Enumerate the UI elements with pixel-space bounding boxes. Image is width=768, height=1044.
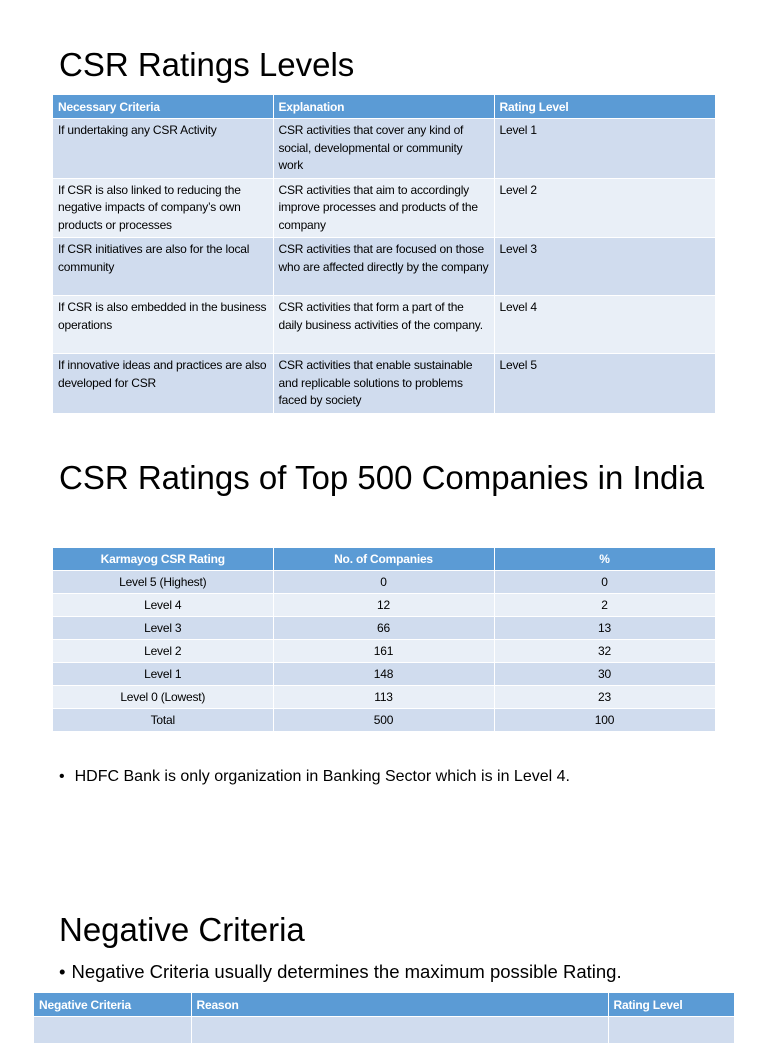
table-row: Total 500 100 — [53, 708, 716, 732]
column-header: % — [494, 548, 716, 571]
count-cell: 66 — [273, 616, 495, 640]
count-cell: 148 — [273, 662, 495, 686]
rating-level-cell: Level 4 — [494, 295, 716, 354]
rating-cell: Level 5 (Highest) — [53, 570, 274, 594]
rating-level-cell: Level 2 — [494, 178, 716, 238]
rating-cell: Level 2 — [53, 639, 274, 663]
bullet-icon: • — [59, 961, 66, 982]
column-header: Necessary Criteria — [53, 95, 274, 119]
criteria-cell: If CSR is also linked to reducing the ne… — [53, 178, 274, 238]
table-row: Level 1 148 30 — [53, 662, 716, 686]
table-row: If CSR initiatives are also for the loca… — [53, 237, 716, 296]
table-cell — [191, 1016, 609, 1044]
rating-level-cell: Level 3 — [494, 237, 716, 296]
table-row: If undertaking any CSR Activity CSR acti… — [53, 118, 716, 179]
rating-cell: Level 4 — [53, 593, 274, 617]
rating-cell: Level 3 — [53, 616, 274, 640]
csr-ratings-top-500-table: Karmayog CSR Rating No. of Companies % L… — [53, 548, 716, 732]
section-title-csr-ratings-levels: CSR Ratings Levels — [59, 46, 355, 83]
percent-cell: 23 — [494, 685, 716, 709]
section-title-top-500: CSR Ratings of Top 500 Companies in Indi… — [59, 459, 705, 496]
section-title-negative-criteria: Negative Criteria — [59, 911, 305, 948]
percent-cell: 30 — [494, 662, 716, 686]
explanation-cell: CSR activities that are focused on those… — [273, 237, 495, 296]
table-cell — [608, 1016, 735, 1044]
explanation-cell: CSR activities that cover any kind of so… — [273, 118, 495, 179]
rating-cell: Total — [53, 708, 274, 732]
table-row: If CSR is also linked to reducing the ne… — [53, 178, 716, 238]
bullet-point: • Negative Criteria usually determines th… — [59, 961, 622, 983]
count-cell: 0 — [273, 570, 495, 594]
explanation-cell: CSR activities that enable sustainable a… — [273, 353, 495, 414]
column-header: Rating Level — [494, 95, 716, 119]
explanation-cell: CSR activities that form a part of the d… — [273, 295, 495, 354]
table-row — [34, 1016, 735, 1044]
table-row: Level 3 66 13 — [53, 616, 716, 640]
percent-cell: 2 — [494, 593, 716, 617]
criteria-cell: If CSR initiatives are also for the loca… — [53, 237, 274, 296]
rating-level-cell: Level 5 — [494, 353, 716, 414]
column-header: Negative Criteria — [34, 993, 192, 1017]
column-header: Karmayog CSR Rating — [53, 548, 274, 571]
table-cell — [34, 1016, 192, 1044]
table-row: Level 0 (Lowest) 113 23 — [53, 685, 716, 709]
table-row: If innovative ideas and practices are al… — [53, 353, 716, 414]
table-row: Level 2 161 32 — [53, 639, 716, 663]
percent-cell: 32 — [494, 639, 716, 663]
column-header: Explanation — [273, 95, 495, 119]
table-header-row: Negative Criteria Reason Rating Level — [34, 993, 735, 1017]
table-header-row: Necessary Criteria Explanation Rating Le… — [53, 95, 716, 119]
count-cell: 161 — [273, 639, 495, 663]
table-row: Level 4 12 2 — [53, 593, 716, 617]
bullet-text: HDFC Bank is only organization in Bankin… — [74, 768, 570, 785]
bullet-icon: • — [59, 768, 65, 785]
rating-cell: Level 0 (Lowest) — [53, 685, 274, 709]
column-header: Reason — [191, 993, 609, 1017]
table-header-row: Karmayog CSR Rating No. of Companies % — [53, 548, 716, 571]
column-header: No. of Companies — [273, 548, 495, 571]
table-row: If CSR is also embedded in the business … — [53, 295, 716, 354]
explanation-cell: CSR activities that aim to accordingly i… — [273, 178, 495, 238]
negative-criteria-table: Negative Criteria Reason Rating Level — [34, 993, 735, 1044]
column-header: Rating Level — [608, 993, 735, 1017]
percent-cell: 0 — [494, 570, 716, 594]
count-cell: 12 — [273, 593, 495, 617]
bullet-text: Negative Criteria usually determines the… — [71, 961, 622, 982]
count-cell: 113 — [273, 685, 495, 709]
rating-level-cell: Level 1 — [494, 118, 716, 179]
csr-ratings-levels-table: Necessary Criteria Explanation Rating Le… — [53, 95, 716, 414]
criteria-cell: If innovative ideas and practices are al… — [53, 353, 274, 414]
rating-cell: Level 1 — [53, 662, 274, 686]
bullet-point: • HDFC Bank is only organization in Banki… — [59, 768, 570, 786]
criteria-cell: If CSR is also embedded in the business … — [53, 295, 274, 354]
percent-cell: 100 — [494, 708, 716, 732]
percent-cell: 13 — [494, 616, 716, 640]
count-cell: 500 — [273, 708, 495, 732]
table-row: Level 5 (Highest) 0 0 — [53, 570, 716, 594]
criteria-cell: If undertaking any CSR Activity — [53, 118, 274, 179]
